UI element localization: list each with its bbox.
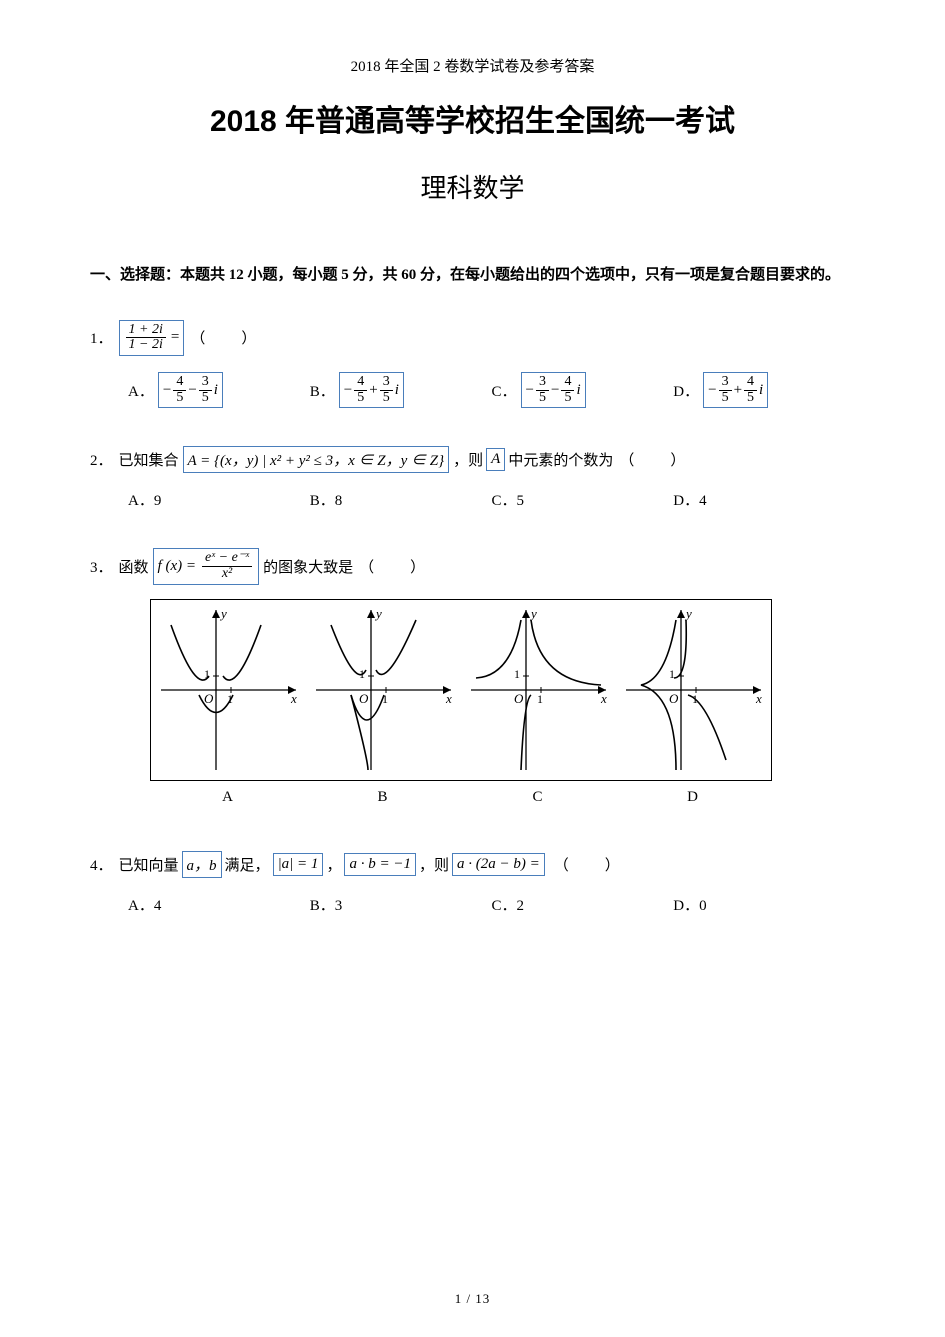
q1-frac-den: 1 − 2i xyxy=(126,338,166,353)
q3-label-B: B xyxy=(305,789,460,806)
q3-graph-panel: y x O 1 1 y xyxy=(150,599,772,781)
q1-opt-D: D． − 35 + 45 i xyxy=(673,372,855,408)
q2-number: 2． xyxy=(90,449,113,470)
q3-graph-D: y x O 1 1 xyxy=(616,600,771,780)
svg-text:O: O xyxy=(669,691,679,706)
q3-graph-A: y x O 1 1 xyxy=(151,600,306,780)
question-1: 1． 1 + 2i 1 − 2i = （ ） A． − 45 − 35 i xyxy=(90,320,855,409)
document-page: 2018 年全国 2 卷数学试卷及参考答案 2018 年普通高等学校招生全国统一… xyxy=(0,0,945,1337)
svg-text:y: y xyxy=(684,606,692,621)
q3-number: 3． xyxy=(90,556,113,577)
q1-expression-box: 1 + 2i 1 − 2i = xyxy=(119,320,185,356)
q1-frac-num: 1 + 2i xyxy=(126,323,166,339)
q2-mid: ，则 xyxy=(453,449,483,470)
q4-blank: （ ） xyxy=(554,854,622,875)
q3-fx-box: f (x) = eˣ − e⁻ˣ x² xyxy=(153,548,260,584)
q3-label-D: D xyxy=(615,789,770,806)
svg-text:O: O xyxy=(514,691,524,706)
q4-box3: a · b = −1 xyxy=(344,853,416,876)
q3-label-C: C xyxy=(460,789,615,806)
svg-text:1: 1 xyxy=(514,667,520,681)
q4-opt-D: D．0 xyxy=(673,894,855,915)
svg-text:1: 1 xyxy=(537,692,543,706)
page-header-small: 2018 年全国 2 卷数学试卷及参考答案 xyxy=(90,55,855,76)
svg-text:x: x xyxy=(600,691,607,706)
q3-pre: 函数 xyxy=(119,556,149,577)
q4-box1: a，b xyxy=(182,851,222,878)
q3-blank: （ ） xyxy=(359,556,427,577)
q3-post: 的图象大致是 xyxy=(263,556,353,577)
q2-pre: 已知集合 xyxy=(119,449,179,470)
q2-opt-B: B．8 xyxy=(310,489,492,510)
q1-opt-C: C． − 35 − 45 i xyxy=(492,372,674,408)
section-heading: 一、选择题：本题共 12 小题，每小题 5 分，共 60 分，在每小题给出的四个… xyxy=(90,260,855,292)
q3-label-A: A xyxy=(150,789,305,806)
q1-number: 1． xyxy=(90,327,113,348)
q2-opt-A: A．9 xyxy=(128,489,310,510)
q3-graph-labels: A B C D xyxy=(150,789,770,806)
q1-blank: （ ） xyxy=(190,327,258,348)
q1-opt-A: A． − 45 − 35 i xyxy=(128,372,310,408)
q4-options: A．4 B．3 C．2 D．0 xyxy=(90,894,855,915)
q2-blank: （ ） xyxy=(619,449,687,470)
q1-options: A． − 45 − 35 i B． − 45 + 35 i xyxy=(90,372,855,408)
page-footer: 1 / 13 xyxy=(0,1291,945,1307)
q4-opt-B: B．3 xyxy=(310,894,492,915)
q4-pre: 已知向量 xyxy=(119,854,179,875)
svg-text:y: y xyxy=(529,606,537,621)
q4-mid2: ，则 xyxy=(419,854,449,875)
q2-set-box: A = {(x，y) | x² + y² ≤ 3，x ∈ Z，y ∈ Z} xyxy=(183,446,450,473)
question-4: 4． 已知向量 a，b 满足， |a| = 1 ， a · b = −1 ，则 … xyxy=(90,851,855,915)
q2-A-box: A xyxy=(486,448,505,471)
question-2: 2． 已知集合 A = {(x，y) | x² + y² ≤ 3，x ∈ Z，y… xyxy=(90,446,855,510)
svg-text:x: x xyxy=(755,691,762,706)
q1-eq: = xyxy=(171,329,179,346)
svg-text:1: 1 xyxy=(669,667,675,681)
q2-opt-C: C．5 xyxy=(492,489,674,510)
svg-text:x: x xyxy=(445,691,452,706)
q4-number: 4． xyxy=(90,854,113,875)
title-sub: 理科数学 xyxy=(90,168,855,205)
question-3: 3． 函数 f (x) = eˣ − e⁻ˣ x² 的图象大致是 （ ） xyxy=(90,548,855,805)
svg-text:x: x xyxy=(290,691,297,706)
q2-options: A．9 B．8 C．5 D．4 xyxy=(90,489,855,510)
q4-opt-A: A．4 xyxy=(128,894,310,915)
svg-text:O: O xyxy=(359,691,369,706)
q2-opt-D: D．4 xyxy=(673,489,855,510)
q4-box4: a · (2a − b) = xyxy=(452,853,545,876)
title-main: 2018 年普通高等学校招生全国统一考试 xyxy=(90,96,855,140)
svg-text:y: y xyxy=(219,606,227,621)
q3-graph-B: y x O 1 1 xyxy=(306,600,461,780)
q4-opt-C: C．2 xyxy=(492,894,674,915)
q4-comma1: ， xyxy=(326,854,341,875)
q3-graph-C: y x O 1 1 xyxy=(461,600,616,780)
q2-post: 中元素的个数为 xyxy=(508,449,613,470)
svg-text:y: y xyxy=(374,606,382,621)
svg-text:O: O xyxy=(204,691,214,706)
q4-box2: |a| = 1 xyxy=(273,853,324,876)
q4-mid1: 满足， xyxy=(225,854,270,875)
q1-opt-B: B． − 45 + 35 i xyxy=(310,372,492,408)
